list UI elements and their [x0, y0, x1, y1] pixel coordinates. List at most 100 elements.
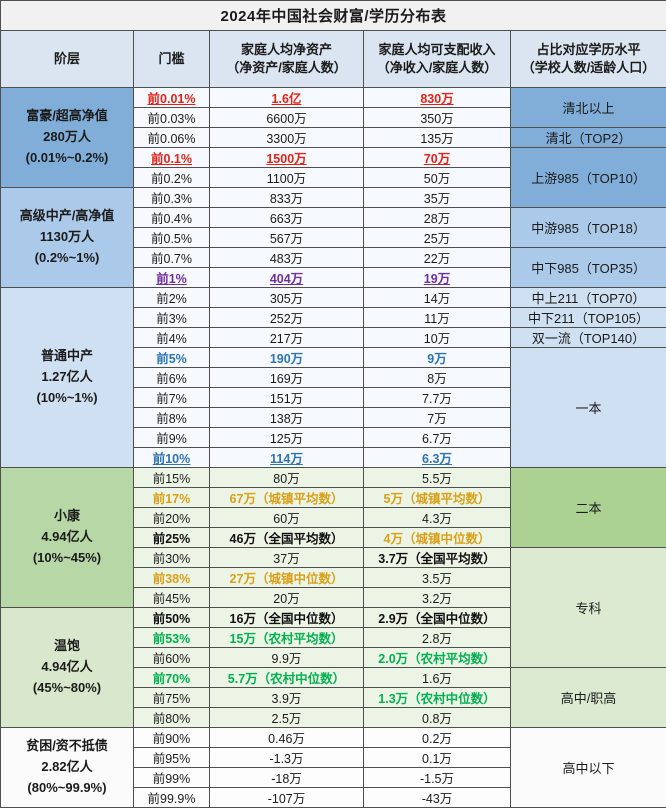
income-cell: 0.8万	[364, 708, 511, 728]
education-level-cell: 一本	[511, 348, 666, 468]
assets-cell: 663万	[210, 208, 364, 228]
col-header-threshold: 门槛	[134, 31, 210, 88]
assets-cell: 252万	[210, 308, 364, 328]
col-header-assets: 家庭人均净资产 （净资产/家庭人数）	[210, 31, 364, 88]
page-title: 2024年中国社会财富/学历分布表	[1, 1, 666, 31]
class-group-line: 贫困/资不抵债	[1, 736, 133, 757]
assets-cell: 3.9万	[210, 688, 364, 708]
threshold-cell: 前80%	[134, 708, 210, 728]
income-cell: 19万	[364, 268, 511, 288]
class-group-line: 小康	[1, 506, 133, 527]
income-cell: 10万	[364, 328, 511, 348]
income-cell: 28万	[364, 208, 511, 228]
assets-cell: 483万	[210, 248, 364, 268]
col-header-assets-line2: （净资产/家庭人数）	[210, 59, 363, 77]
threshold-cell: 前0.4%	[134, 208, 210, 228]
assets-cell: 6600万	[210, 108, 364, 128]
income-cell: 0.2万	[364, 728, 511, 748]
education-level-cell: 清北（TOP2）	[511, 128, 666, 148]
income-cell: 1.6万	[364, 668, 511, 688]
income-cell: 2.0万（农村平均数）	[364, 648, 511, 668]
assets-cell: 20万	[210, 588, 364, 608]
assets-cell: 3300万	[210, 128, 364, 148]
threshold-cell: 前0.2%	[134, 168, 210, 188]
threshold-cell: 前1%	[134, 268, 210, 288]
threshold-cell: 前60%	[134, 648, 210, 668]
class-group-line: 4.94亿人	[1, 657, 133, 678]
income-cell: 6.7万	[364, 428, 511, 448]
education-level-cell: 中上211（TOP70）	[511, 288, 666, 308]
assets-cell: 1100万	[210, 168, 364, 188]
threshold-cell: 前50%	[134, 608, 210, 628]
assets-cell: 37万	[210, 548, 364, 568]
threshold-cell: 前53%	[134, 628, 210, 648]
class-group-line: 1130万人	[1, 227, 133, 248]
education-level-cell: 中游985（TOP18）	[511, 208, 666, 248]
income-cell: 6.3万	[364, 448, 511, 468]
income-cell: 22万	[364, 248, 511, 268]
income-cell: 4万（城镇中位数）	[364, 528, 511, 548]
education-level-cell: 高中/职高	[511, 668, 666, 728]
threshold-cell: 前8%	[134, 408, 210, 428]
assets-cell: 1500万	[210, 148, 364, 168]
threshold-cell: 前0.7%	[134, 248, 210, 268]
threshold-cell: 前4%	[134, 328, 210, 348]
threshold-cell: 前0.06%	[134, 128, 210, 148]
assets-cell: 567万	[210, 228, 364, 248]
income-cell: -1.5万	[364, 768, 511, 788]
threshold-cell: 前10%	[134, 448, 210, 468]
education-level-cell: 双一流（TOP140）	[511, 328, 666, 348]
threshold-cell: 前15%	[134, 468, 210, 488]
assets-cell: 404万	[210, 268, 364, 288]
income-cell: 35万	[364, 188, 511, 208]
threshold-cell: 前17%	[134, 488, 210, 508]
class-group-line: (10%~45%)	[1, 548, 133, 569]
title-row: 2024年中国社会财富/学历分布表	[1, 1, 666, 31]
assets-cell: -107万	[210, 788, 364, 808]
threshold-cell: 前30%	[134, 548, 210, 568]
class-group-line: 1.27亿人	[1, 367, 133, 388]
assets-cell: 2.5万	[210, 708, 364, 728]
class-group-line: 普通中产	[1, 346, 133, 367]
assets-cell: 9.9万	[210, 648, 364, 668]
assets-cell: 114万	[210, 448, 364, 468]
threshold-cell: 前9%	[134, 428, 210, 448]
assets-cell: 1.6亿	[210, 88, 364, 108]
header-row: 阶层 门槛 家庭人均净资产 （净资产/家庭人数） 家庭人均可支配收入 （净收入/…	[1, 31, 666, 88]
assets-cell: 151万	[210, 388, 364, 408]
class-group-line: 4.94亿人	[1, 527, 133, 548]
threshold-cell: 前45%	[134, 588, 210, 608]
assets-cell: 16万（全国中位数）	[210, 608, 364, 628]
income-cell: -43万	[364, 788, 511, 808]
assets-cell: 833万	[210, 188, 364, 208]
class-group-line: (0.2%~1%)	[1, 248, 133, 269]
education-level-cell: 二本	[511, 468, 666, 548]
income-cell: 50万	[364, 168, 511, 188]
income-cell: 2.9万（全国中位数）	[364, 608, 511, 628]
assets-cell: 190万	[210, 348, 364, 368]
threshold-cell: 前7%	[134, 388, 210, 408]
assets-cell: 27万（城镇中位数）	[210, 568, 364, 588]
income-cell: 0.1万	[364, 748, 511, 768]
assets-cell: 60万	[210, 508, 364, 528]
income-cell: 9万	[364, 348, 511, 368]
col-header-income-line1: 家庭人均可支配收入	[364, 41, 510, 59]
income-cell: 14万	[364, 288, 511, 308]
threshold-cell: 前0.3%	[134, 188, 210, 208]
threshold-cell: 前99.9%	[134, 788, 210, 808]
income-cell: 830万	[364, 88, 511, 108]
col-header-education-line2: （学校人数/适龄人口）	[511, 59, 666, 77]
assets-cell: 217万	[210, 328, 364, 348]
assets-cell: 138万	[210, 408, 364, 428]
education-level-cell: 中下211（TOP105）	[511, 308, 666, 328]
class-group-line: (0.01%~0.2%)	[1, 148, 133, 169]
assets-cell: -1.3万	[210, 748, 364, 768]
income-cell: 25万	[364, 228, 511, 248]
